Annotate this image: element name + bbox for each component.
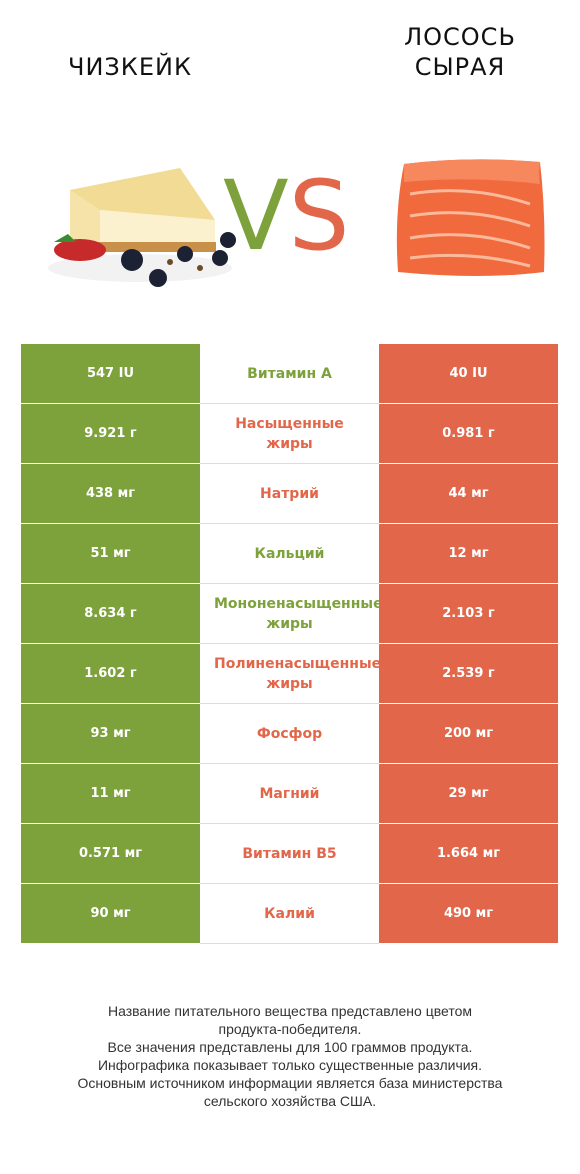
nutrient-name-line: Витамин B5 <box>242 845 337 862</box>
left-value: 90 мг <box>21 884 200 944</box>
nutrient-name: Витамин B5 <box>200 824 379 884</box>
comparison-table: 547 IU Витамин A 40 IU 9.921 г Насыщенные жир… <box>21 344 558 944</box>
nutrient-name: Натрий <box>200 464 379 524</box>
left-value: 9.921 г <box>21 404 200 464</box>
nutrient-name: Насыщенные жиры <box>200 404 379 464</box>
nutrient-name-line: Натрий <box>260 485 319 502</box>
right-value: 2.103 г <box>379 584 558 644</box>
left-product-title: Чизкейк <box>68 53 192 81</box>
table-row: 93 мг Фосфор 200 мг <box>21 704 558 764</box>
right-value: 12 мг <box>379 524 558 584</box>
footnote-line: Основным источником информации является … <box>77 1075 503 1091</box>
vs-label: VS <box>223 166 350 266</box>
nutrient-name-line: Калий <box>264 905 315 922</box>
vs-v: V <box>223 160 289 272</box>
left-value: 1.602 г <box>21 644 200 704</box>
table-row: 90 мг Калий 490 мг <box>21 884 558 944</box>
left-value: 51 мг <box>21 524 200 584</box>
footnote-line: Все значения представлены для 100 граммо… <box>107 1039 473 1055</box>
left-value: 438 мг <box>21 464 200 524</box>
nutrient-name: Витамин A <box>200 344 379 404</box>
table-row: 11 мг Магний 29 мг <box>21 764 558 824</box>
right-value: 1.664 мг <box>379 824 558 884</box>
footnote-line: Название питательного вещества представл… <box>107 1003 473 1019</box>
right-value: 200 мг <box>379 704 558 764</box>
table-row: 438 мг Натрий 44 мг <box>21 464 558 524</box>
table-row: 547 IU Витамин A 40 IU <box>21 344 558 404</box>
salmon-fillet-icon <box>396 159 545 276</box>
nutrient-name-line: жиры <box>266 435 313 452</box>
left-value: 11 мг <box>21 764 200 824</box>
left-value: 8.634 г <box>21 584 200 644</box>
nutrient-name-line: Кальций <box>254 545 325 562</box>
nutrient-name: Магний <box>200 764 379 824</box>
nutrient-name: Калий <box>200 884 379 944</box>
left-value: 0.571 мг <box>21 824 200 884</box>
right-title-line-1: Лосось <box>404 23 516 51</box>
left-value: 547 IU <box>21 344 200 404</box>
nutrient-name-line: Насыщенные <box>235 415 344 432</box>
table-row: 8.634 г Мононенасыщенные жиры 2.103 г <box>21 584 558 644</box>
footnote-line: продукта-победителя. <box>218 1021 362 1037</box>
nutrient-name-line: Магний <box>259 785 320 802</box>
right-value: 29 мг <box>379 764 558 824</box>
table-row: 1.602 г Полиненасыщенные жиры 2.539 г <box>21 644 558 704</box>
right-value: 2.539 г <box>379 644 558 704</box>
nutrient-name: Кальций <box>200 524 379 584</box>
vs-s: S <box>288 160 350 272</box>
footnote: Название питательного вещества представл… <box>10 1002 570 1110</box>
nutrient-name-line: жиры <box>266 675 313 692</box>
right-product-title: Лосось сырая <box>360 22 560 82</box>
right-value: 0.981 г <box>379 404 558 464</box>
right-value: 44 мг <box>379 464 558 524</box>
nutrient-name-line: жиры <box>266 615 313 632</box>
table-row: 9.921 г Насыщенные жиры 0.981 г <box>21 404 558 464</box>
nutrient-name: Мононенасыщенные жиры <box>200 584 379 644</box>
table-row: 51 мг Кальций 12 мг <box>21 524 558 584</box>
nutrient-name-line: Полиненасыщенные <box>214 655 379 672</box>
table-row: 0.571 мг Витамин B5 1.664 мг <box>21 824 558 884</box>
right-value: 40 IU <box>379 344 558 404</box>
right-title-line-2: сырая <box>414 53 506 81</box>
footnote-line: Инфографика показывает только существенн… <box>97 1057 483 1073</box>
nutrient-name: Полиненасыщенные жиры <box>200 644 379 704</box>
footnote-line: сельского хозяйства США. <box>203 1093 377 1109</box>
left-value: 93 мг <box>21 704 200 764</box>
nutrient-name: Фосфор <box>200 704 379 764</box>
cheesecake-icon <box>48 168 236 287</box>
right-value: 490 мг <box>379 884 558 944</box>
nutrient-name-line: Фосфор <box>256 725 323 742</box>
nutrient-name-line: Витамин A <box>247 365 332 382</box>
nutrient-name-line: Мононенасыщенные <box>214 595 379 612</box>
